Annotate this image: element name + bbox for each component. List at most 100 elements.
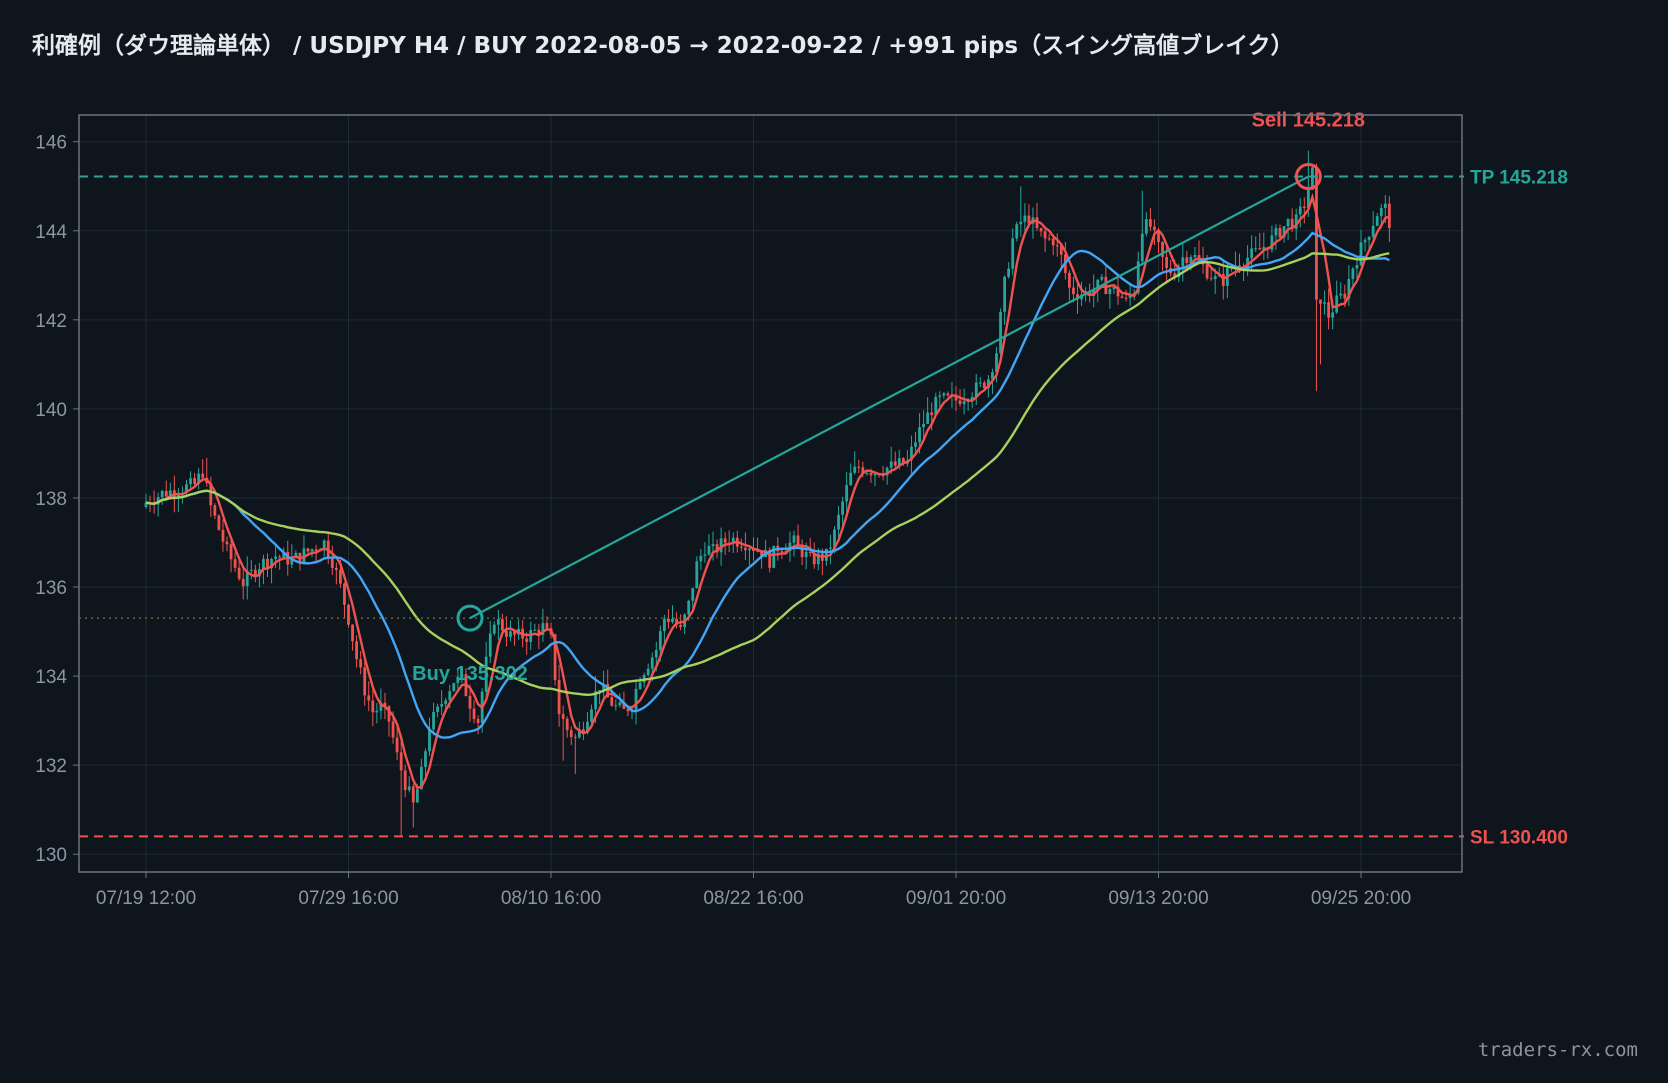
candle-body xyxy=(606,683,610,698)
entry-label: Buy 135.302 xyxy=(412,663,528,685)
candle-body xyxy=(221,529,225,542)
candle-body xyxy=(723,538,727,543)
chart-grid xyxy=(79,115,1462,872)
x-axis: 07/19 12:00 07/29 16:00 08/10 16:00 08/22 1… xyxy=(96,872,1411,909)
candle-body xyxy=(650,657,654,669)
candle-body xyxy=(1136,261,1140,293)
candle-body xyxy=(1343,293,1347,299)
candle-body xyxy=(1383,203,1387,208)
candle-body xyxy=(958,400,962,405)
candle-body xyxy=(164,491,168,497)
candle-body xyxy=(1339,293,1343,296)
candle-body xyxy=(168,490,172,497)
candle-body xyxy=(1096,279,1100,290)
moving-average-lines xyxy=(145,192,1390,790)
candle-body xyxy=(1055,245,1059,247)
candle-body xyxy=(942,393,946,396)
candle-body xyxy=(391,721,395,738)
candle-body xyxy=(756,550,759,552)
candle-body xyxy=(845,485,849,502)
candle-body xyxy=(274,556,277,559)
level-label: SL 130.400 xyxy=(1470,827,1568,848)
candle-body xyxy=(278,556,282,558)
entry-marker xyxy=(456,604,484,632)
candle-body xyxy=(233,559,237,568)
candle-body xyxy=(456,676,460,684)
candle-body xyxy=(873,473,877,476)
candle-body xyxy=(1355,265,1359,269)
x-tick-label: 09/25 20:00 xyxy=(1311,888,1411,909)
x-tick-label: 09/13 20:00 xyxy=(1108,888,1208,909)
y-tick-label: 132 xyxy=(35,756,67,777)
candle-body xyxy=(987,379,990,389)
candle-body xyxy=(177,494,180,498)
candle-body xyxy=(1367,236,1371,241)
candle-body xyxy=(185,484,188,493)
candle-body xyxy=(1286,218,1290,227)
candle-body xyxy=(197,473,201,484)
y-tick-label: 144 xyxy=(35,222,67,243)
candle-body xyxy=(1319,299,1322,304)
candle-body xyxy=(837,514,840,530)
price-levels: TP 145.218 SL 130.400 xyxy=(79,168,1568,848)
trade-markers: Buy 135.302 Sell 145.218 xyxy=(412,110,1365,686)
candle-body xyxy=(1059,245,1063,255)
candle-body xyxy=(565,718,569,731)
candle-body xyxy=(582,729,585,733)
candle-body xyxy=(407,786,411,790)
candle-body xyxy=(241,578,245,587)
candle-body xyxy=(1068,273,1071,288)
candle-body xyxy=(1047,238,1051,240)
candle-body xyxy=(573,736,577,738)
candle-body xyxy=(922,423,925,428)
candle-body xyxy=(577,729,581,738)
candle-body xyxy=(594,691,597,710)
candle-body xyxy=(1311,167,1314,190)
candle-body xyxy=(424,751,427,767)
candle-body xyxy=(553,634,557,681)
candle-body xyxy=(428,729,431,752)
candle-body xyxy=(1290,218,1294,229)
candle-body xyxy=(193,478,196,484)
candle-body xyxy=(889,461,893,468)
candle-body xyxy=(1185,257,1189,263)
candle-body xyxy=(707,546,711,555)
candle-body xyxy=(748,548,751,551)
candle-body xyxy=(1238,265,1241,268)
candle-body xyxy=(160,491,164,498)
candle-body xyxy=(667,618,670,622)
candle-body xyxy=(768,550,772,568)
candlestick-series xyxy=(144,150,1391,837)
candle-body xyxy=(403,770,407,790)
candle-body xyxy=(1128,294,1132,298)
candle-body xyxy=(253,569,257,577)
candle-body xyxy=(602,683,606,691)
candle-body xyxy=(861,467,865,474)
candle-body xyxy=(1258,248,1262,250)
candle-body xyxy=(638,682,642,689)
candle-body xyxy=(930,412,934,416)
candle-body xyxy=(885,467,889,476)
candle-body xyxy=(189,478,192,485)
candle-body xyxy=(1023,215,1027,222)
candle-body xyxy=(1302,206,1306,208)
candle-body xyxy=(966,401,970,403)
candle-body xyxy=(343,583,346,605)
candle-body xyxy=(1144,219,1148,234)
candle-body xyxy=(800,544,804,558)
candle-body xyxy=(217,515,221,530)
candle-body xyxy=(488,633,492,657)
candle-body xyxy=(266,558,269,568)
candle-body xyxy=(1039,228,1043,232)
candle-body xyxy=(954,394,958,401)
candle-body xyxy=(302,548,306,563)
candle-body xyxy=(1051,238,1055,246)
y-tick-label: 136 xyxy=(35,578,67,599)
candle-body xyxy=(784,551,788,553)
candle-body xyxy=(448,691,452,701)
candle-body xyxy=(829,547,832,549)
candle-body xyxy=(614,705,618,707)
candle-body xyxy=(1173,273,1177,278)
candle-body xyxy=(367,695,371,701)
candle-body xyxy=(322,540,326,551)
